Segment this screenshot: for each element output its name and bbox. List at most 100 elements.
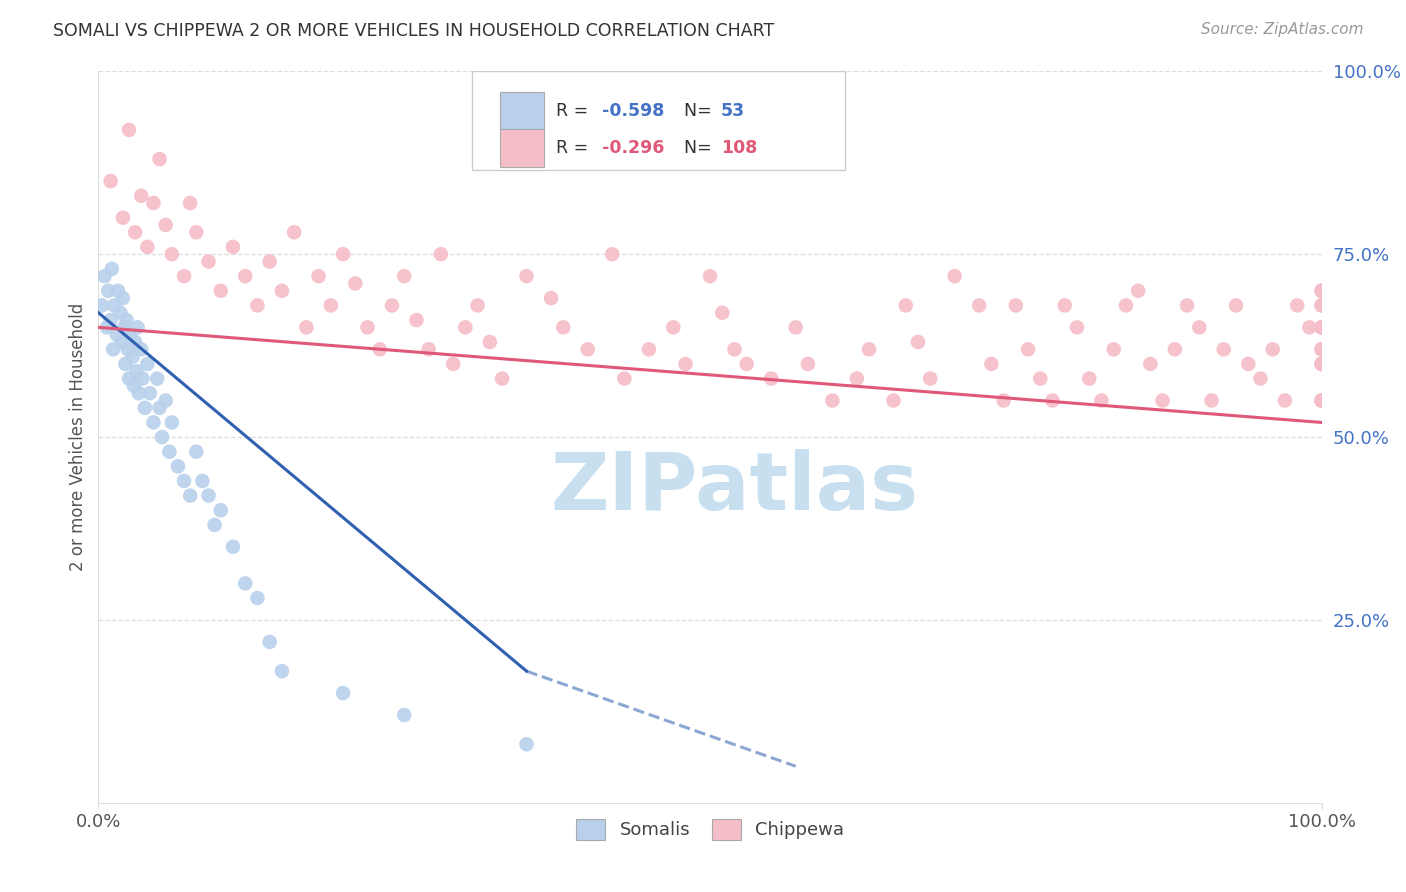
Point: [97, 284, 120, 298]
Point: [124, 334, 146, 349]
Point: [907, 334, 929, 349]
Point: [295, 320, 318, 334]
Point: [392, 708, 416, 723]
Point: [179, 196, 201, 211]
Point: [173, 474, 195, 488]
Point: [146, 371, 169, 385]
Point: [131, 371, 153, 385]
Point: [136, 357, 159, 371]
Point: [139, 386, 162, 401]
Point: [117, 343, 139, 357]
Point: [943, 269, 966, 284]
Point: [233, 576, 256, 591]
Point: [1164, 343, 1187, 357]
Point: [197, 254, 219, 268]
Point: [122, 379, 145, 393]
Point: [1078, 371, 1101, 385]
Point: [157, 444, 180, 458]
Point: [149, 152, 172, 166]
Point: [136, 240, 159, 254]
Point: [858, 343, 880, 357]
Point: [1115, 298, 1137, 312]
Point: [1310, 343, 1333, 357]
Point: [1261, 343, 1284, 357]
Point: [96, 320, 118, 334]
Point: [441, 357, 464, 371]
Point: [1188, 320, 1211, 334]
Point: [761, 371, 783, 385]
Text: 53: 53: [721, 102, 745, 120]
Point: [1090, 393, 1112, 408]
Point: [100, 174, 122, 188]
Point: [142, 416, 165, 430]
Point: [259, 635, 281, 649]
Point: [1310, 320, 1333, 334]
Point: [129, 188, 152, 202]
Point: [430, 247, 453, 261]
Point: [1310, 320, 1333, 334]
FancyBboxPatch shape: [499, 128, 544, 167]
Point: [1298, 320, 1320, 334]
Point: [797, 357, 820, 371]
FancyBboxPatch shape: [471, 71, 845, 170]
Text: ZIPatlas: ZIPatlas: [550, 450, 918, 527]
Point: [723, 343, 745, 357]
Point: [1139, 357, 1161, 371]
Point: [1029, 371, 1052, 385]
Point: [381, 298, 404, 312]
Point: [368, 343, 391, 357]
Point: [125, 364, 148, 378]
Point: [129, 343, 152, 357]
Point: [308, 269, 330, 284]
Point: [845, 371, 868, 385]
Text: N=: N=: [685, 138, 717, 157]
Point: [259, 254, 281, 268]
Point: [1310, 357, 1333, 371]
Point: [118, 123, 141, 137]
Point: [967, 298, 990, 312]
Point: [1310, 357, 1333, 371]
Point: [1310, 357, 1333, 371]
Point: [111, 211, 134, 225]
Point: [112, 320, 135, 334]
Point: [1066, 320, 1088, 334]
Legend: Somalis, Chippewa: Somalis, Chippewa: [567, 810, 853, 848]
Point: [662, 320, 685, 334]
Point: [883, 393, 905, 408]
Point: [160, 247, 183, 261]
Point: [491, 371, 513, 385]
Point: [478, 334, 501, 349]
Point: [1042, 393, 1064, 408]
Point: [1310, 298, 1333, 312]
Point: [118, 371, 141, 385]
Point: [111, 291, 134, 305]
Point: [101, 261, 124, 276]
Point: [120, 327, 142, 342]
Text: -0.296: -0.296: [602, 138, 665, 157]
Point: [91, 298, 114, 312]
Point: [1310, 284, 1333, 298]
Point: [283, 225, 305, 239]
Text: N=: N=: [685, 102, 717, 120]
Point: [1310, 284, 1333, 298]
Point: [418, 343, 440, 357]
Point: [155, 393, 177, 408]
Point: [197, 489, 219, 503]
Point: [454, 320, 477, 334]
Point: [576, 343, 599, 357]
Point: [711, 306, 734, 320]
Point: [785, 320, 807, 334]
Point: [1237, 357, 1260, 371]
Text: -0.598: -0.598: [602, 102, 665, 120]
Point: [186, 225, 208, 239]
Point: [1310, 320, 1333, 334]
Point: [1310, 393, 1333, 408]
Point: [150, 430, 173, 444]
Point: [105, 327, 128, 342]
Point: [246, 591, 269, 605]
Point: [1128, 284, 1150, 298]
Point: [1212, 343, 1234, 357]
Point: [1274, 393, 1296, 408]
Point: [600, 247, 623, 261]
Point: [1004, 298, 1026, 312]
